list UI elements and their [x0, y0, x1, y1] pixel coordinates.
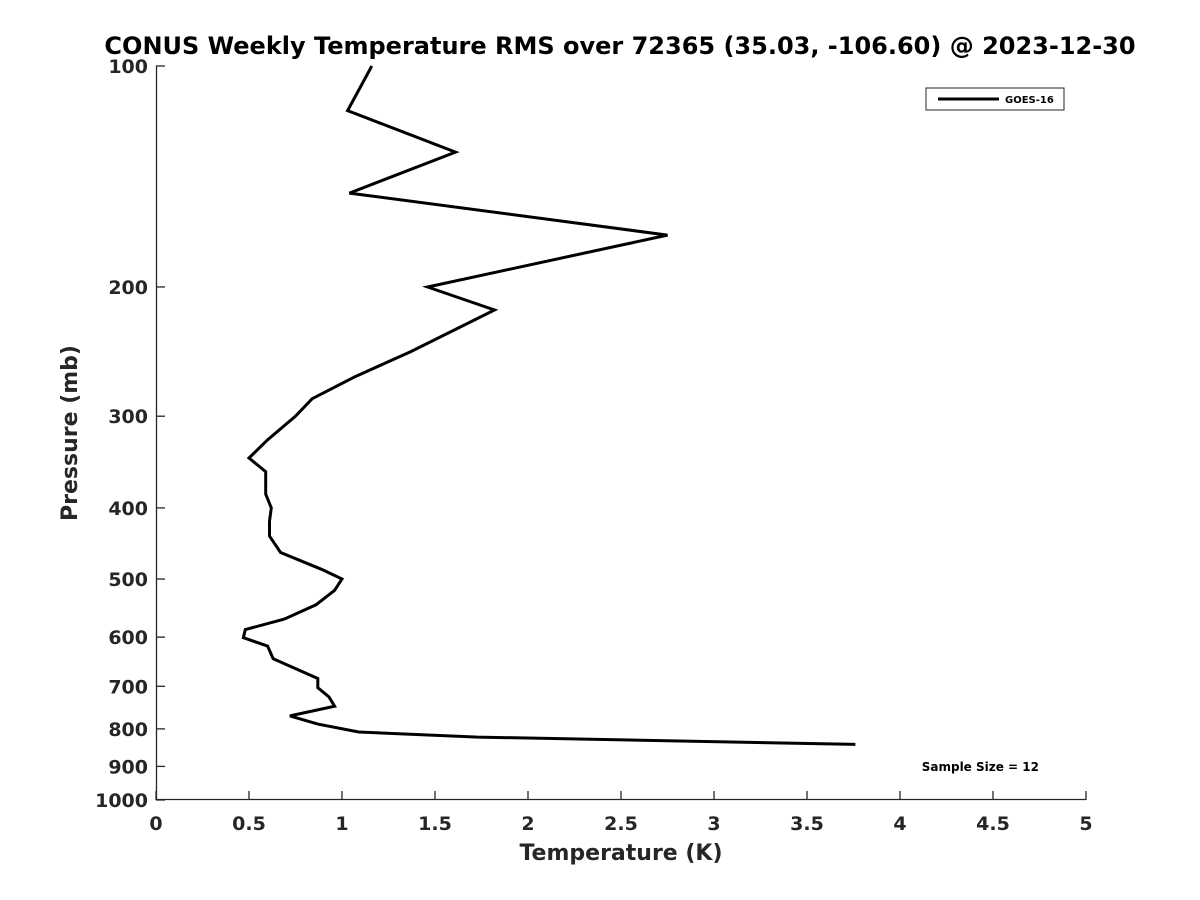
y-tick-label: 900 — [108, 756, 148, 778]
y-tick-label: 100 — [108, 56, 148, 78]
x-tick-label: 5 — [1079, 813, 1092, 835]
x-tick-label: 2 — [521, 813, 534, 835]
series-line-goes-16 — [241, 65, 856, 746]
y-ticks: 100 200 300 400 500 600 700 800 900 1000 — [95, 56, 165, 812]
x-tick-label: 0.5 — [232, 813, 266, 835]
y-tick-label: 500 — [108, 569, 148, 591]
chart-title: CONUS Weekly Temperature RMS over 72365 … — [104, 32, 1135, 60]
axes — [155, 66, 1086, 801]
y-tick-label: 800 — [108, 719, 148, 741]
y-tick-label: 1000 — [95, 790, 148, 812]
x-tick-label: 4.5 — [976, 813, 1010, 835]
x-tick-label: 1.5 — [418, 813, 452, 835]
series-layer — [241, 65, 856, 746]
sample-size-annotation: Sample Size = 12 — [922, 760, 1039, 774]
y-tick-label: 400 — [108, 498, 148, 520]
x-tick-label: 3.5 — [790, 813, 824, 835]
y-tick-label: 200 — [108, 277, 148, 299]
x-tick-label: 0 — [149, 813, 162, 835]
y-tick-label: 600 — [108, 627, 148, 649]
x-ticks: 0 0.5 1 1.5 2 2.5 3 3.5 4 4.5 5 — [149, 791, 1093, 835]
legend: GOES-16 — [925, 87, 1065, 111]
y-tick-label: 300 — [108, 406, 148, 428]
x-axis-label: Temperature (K) — [519, 841, 722, 866]
x-tick-label: 4 — [893, 813, 906, 835]
y-tick-label: 700 — [108, 676, 148, 698]
y-axis-label: Pressure (mb) — [58, 345, 83, 521]
x-tick-label: 1 — [335, 813, 348, 835]
legend-label: GOES-16 — [1005, 95, 1054, 106]
x-tick-label: 2.5 — [604, 813, 638, 835]
x-tick-label: 3 — [707, 813, 720, 835]
